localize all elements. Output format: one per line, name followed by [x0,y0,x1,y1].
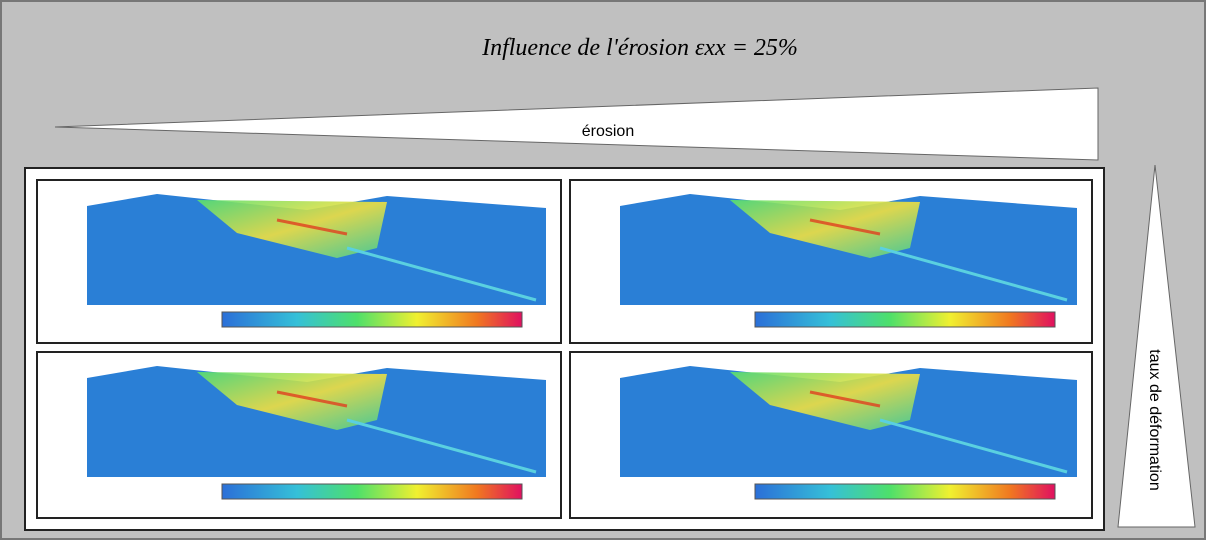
colorbar [221,311,523,328]
shear-zone [197,200,387,258]
simulation-panel [36,179,562,344]
shear-zone [730,372,920,430]
hot-spot [809,218,881,236]
hot-spot [276,390,348,408]
fault [879,418,1068,474]
title: Influence de l'érosion εxx = 25% [481,35,798,61]
hot-spot [809,390,881,408]
erosion-label: érosion [582,123,634,140]
strain-label: taux de déformation [1146,349,1163,490]
shear-zone [197,372,387,430]
panels [36,179,1093,519]
simulation-panel [36,351,562,519]
fault [346,246,537,302]
colorbar [754,483,1056,500]
erosion-wedge [54,87,1099,161]
simulation-panel [569,179,1093,344]
shear-zone [730,200,920,258]
fault [879,246,1068,302]
hot-spot [276,218,348,236]
colorbar [221,483,523,500]
simulation-panel [569,351,1093,519]
strain-wedge [1117,164,1196,528]
fault [346,418,537,474]
colorbar [754,311,1056,328]
